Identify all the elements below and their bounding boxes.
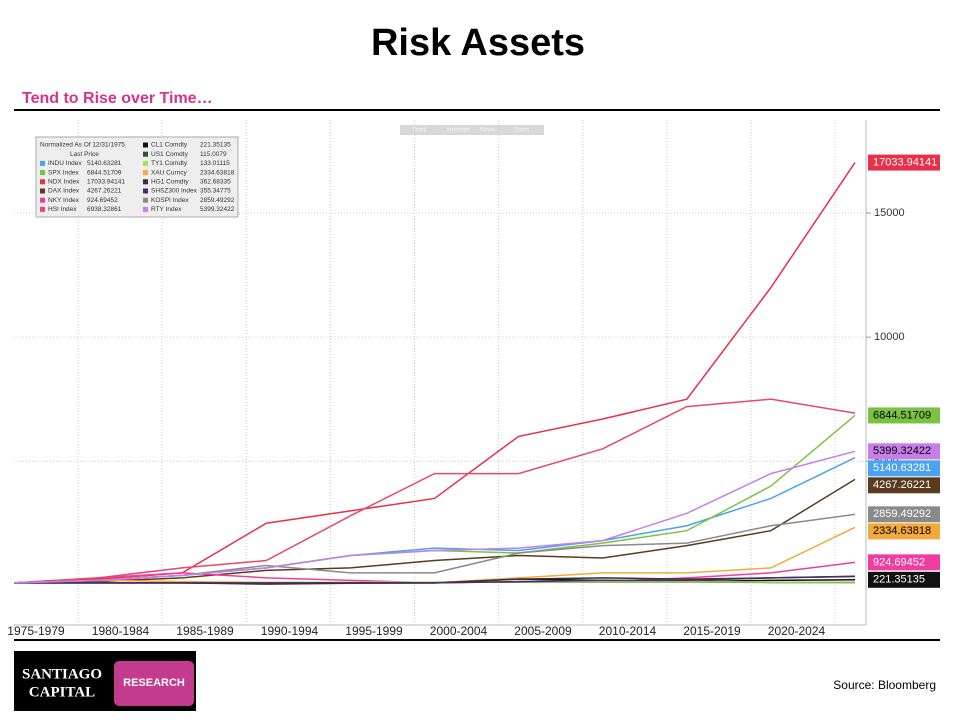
legend-value: 5140.63281 <box>87 160 122 167</box>
legend-label: US1 Comdty <box>151 151 189 158</box>
y-tick-label: 10000 <box>874 331 905 343</box>
toolbar <box>400 125 544 135</box>
legend: Normalized As Of 12/31/1975 Last Price IND… <box>35 136 239 218</box>
legend-swatch <box>40 188 45 194</box>
x-tick-label: 2010-2014 <box>599 624 657 638</box>
toolbar-item: Zoom <box>514 128 529 134</box>
toolbar-item: News <box>480 128 495 134</box>
legend-label: XAU Curncy <box>151 169 188 176</box>
legend-label: INDU Index <box>48 160 82 167</box>
logo-tag-bg <box>114 661 194 706</box>
legend-value: 5399.32422 <box>200 206 235 213</box>
x-tick-label: 1995-1999 <box>345 624 403 638</box>
y-tick-label: 15000 <box>874 207 905 219</box>
end-tag <box>868 554 940 571</box>
end-tag <box>868 443 940 460</box>
legend-label: RTY Index <box>151 206 182 213</box>
series-line <box>13 478 856 584</box>
legend-swatch <box>40 160 45 166</box>
legend-value: 924.69452 <box>87 197 118 204</box>
end-tag <box>868 460 940 477</box>
logo-text: SANTIAGO <box>22 666 102 682</box>
end-tag <box>868 523 940 540</box>
legend-value: 17033.94141 <box>87 179 125 186</box>
end-tag-label: 5399.32422 <box>873 445 931 457</box>
legend-bg <box>35 136 239 218</box>
legend-value: 4267.26221 <box>87 188 122 195</box>
legend-swatch <box>40 170 45 176</box>
legend-swatch <box>143 170 148 176</box>
legend-title: Normalized As Of 12/31/1975 <box>40 142 125 149</box>
end-tag-label: 2859.49292 <box>873 508 931 520</box>
legend-swatch <box>143 142 148 148</box>
slide-title: Risk Assets <box>371 22 585 64</box>
legend-label: KOSPI Index <box>151 197 189 204</box>
legend-value: 6938.32861 <box>87 206 122 213</box>
toolbar-item: Track <box>412 128 428 134</box>
end-tag-label: 5140.63281 <box>873 462 931 474</box>
legend-label: HG1 Comdty <box>151 179 189 186</box>
legend-swatch <box>143 197 148 203</box>
x-tick-label: 1985-1989 <box>176 624 234 638</box>
legend-value: 355.34775 <box>200 188 231 195</box>
end-tag-label: 221.35135 <box>873 574 925 586</box>
end-tag-label: 6844.51709 <box>873 409 931 421</box>
legend-value: 2859.49292 <box>200 197 235 204</box>
end-tag <box>868 571 940 588</box>
subtitle: Tend to Rise over Time… <box>22 90 213 107</box>
x-tick-label: 2020-2024 <box>768 624 826 638</box>
legend-value: 133.01115 <box>200 160 230 167</box>
legend-swatch <box>40 206 45 212</box>
series-line <box>13 450 856 584</box>
end-tag-label: 17033.94141 <box>873 156 937 168</box>
legend-label: DAX Index <box>48 188 80 195</box>
logo: SANTIAGO CAPITAL RESEARCH <box>14 651 196 711</box>
end-tag-label: 2334.63818 <box>873 525 931 537</box>
end-tag-label: 924.69452 <box>873 556 925 568</box>
legend-value: 2334.63818 <box>200 169 235 176</box>
legend-label: TY1 Comdty <box>151 160 188 167</box>
legend-label: HSI Index <box>48 206 77 213</box>
x-tick-label: 1980-1984 <box>92 624 150 638</box>
legend-label: SHSZ300 Index <box>151 188 198 195</box>
x-tick-label: 2015-2019 <box>683 624 741 638</box>
x-tick-label: 1990-1994 <box>261 624 319 638</box>
series-line <box>13 398 856 584</box>
end-tag-label: 4267.26221 <box>873 479 931 491</box>
logo-tag: RESEARCH <box>123 677 185 689</box>
legend-value: 221.35135 <box>200 142 231 149</box>
series-line <box>14 575 856 584</box>
legend-value: 6844.51709 <box>87 169 122 176</box>
legend-swatch <box>143 179 148 185</box>
legend-label: CL1 Comdty <box>151 142 188 149</box>
legend-value: 115.0079 <box>200 151 227 158</box>
end-tag <box>868 154 940 171</box>
end-tag <box>868 477 940 494</box>
legend-label: SPX Index <box>48 169 79 176</box>
source: Source: Bloomberg <box>833 678 936 692</box>
legend-label: NDX Index <box>48 179 80 186</box>
toolbar-item: Annotate <box>446 128 471 134</box>
x-tick-label: 1975-1979 <box>7 624 65 638</box>
legend-swatch <box>143 188 148 194</box>
legend-swatch <box>143 160 148 166</box>
end-tag <box>868 407 940 424</box>
legend-subtitle: Last Price <box>70 151 99 158</box>
legend-swatch <box>40 179 45 185</box>
legend-value: 362.68335 <box>200 179 231 186</box>
end-tag <box>868 506 940 523</box>
legend-swatch <box>40 197 45 203</box>
logo-text: CAPITAL <box>29 684 95 700</box>
x-tick-label: 2000-2004 <box>430 624 488 638</box>
legend-swatch <box>143 151 148 157</box>
legend-swatch <box>143 206 148 212</box>
x-tick-label: 2005-2009 <box>514 624 572 638</box>
legend-label: NKY Index <box>48 197 80 204</box>
